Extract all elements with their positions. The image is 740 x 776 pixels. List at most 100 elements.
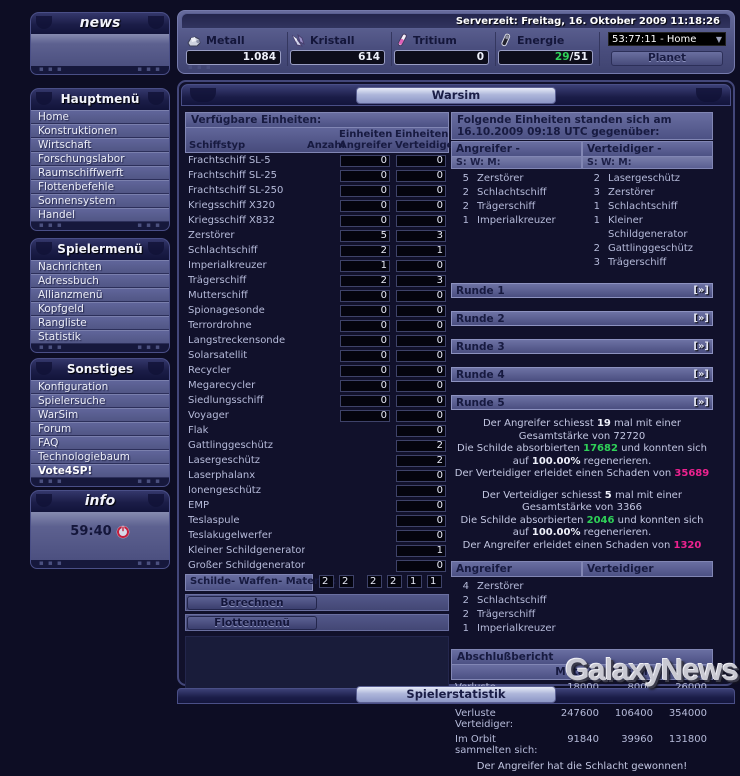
defender-count-input[interactable] xyxy=(396,379,446,392)
defender-count-input[interactable] xyxy=(396,484,446,497)
defender-count-input[interactable] xyxy=(396,439,446,452)
calculate-button[interactable]: Berechnen xyxy=(187,595,317,610)
sidebar-menu-item[interactable]: FAQ xyxy=(31,436,169,450)
round-expand-button[interactable]: [»] xyxy=(693,397,709,408)
attacker-count-input[interactable] xyxy=(340,379,390,392)
attacker-count-input[interactable] xyxy=(340,304,390,317)
defender-count-input[interactable] xyxy=(396,184,446,197)
sidebar-menu-item[interactable]: Statistik xyxy=(31,330,169,344)
round-expand-button[interactable]: [»] xyxy=(693,285,709,296)
power-icon[interactable] xyxy=(116,525,130,539)
material-level-input[interactable] xyxy=(319,575,334,588)
sidebar-menu-item[interactable]: Sonnensystem xyxy=(31,194,169,208)
material-level-input[interactable] xyxy=(407,575,422,588)
text: regenerieren. xyxy=(583,527,652,538)
menu-item-label: Technologiebaum xyxy=(38,451,130,463)
defender-count-input[interactable] xyxy=(396,214,446,227)
material-level-input[interactable] xyxy=(367,575,382,588)
defender-count-input[interactable] xyxy=(396,394,446,407)
fleet-menu-button[interactable]: Flottenmenü xyxy=(187,615,317,630)
attacker-count-input[interactable] xyxy=(340,409,390,422)
defender-count-input[interactable] xyxy=(396,544,446,557)
defender-count-input[interactable] xyxy=(396,409,446,422)
sidebar-menu-item[interactable]: Home xyxy=(31,110,169,124)
material-level-input[interactable] xyxy=(339,575,354,588)
defender-count-input[interactable] xyxy=(396,424,446,437)
defender-count-input[interactable] xyxy=(396,529,446,542)
round-bar[interactable]: Runde 5 [»] xyxy=(451,395,713,410)
defender-count-input[interactable] xyxy=(396,514,446,527)
defender-count-input[interactable] xyxy=(396,244,446,257)
attacker-count-input[interactable] xyxy=(340,229,390,242)
sidebar-menu-item[interactable]: Flottenbefehle xyxy=(31,180,169,194)
round-bar[interactable]: Runde 3 [»] xyxy=(451,339,713,354)
defender-count-input[interactable] xyxy=(396,469,446,482)
planet-button[interactable]: Planet xyxy=(611,51,723,66)
defender-count-input[interactable] xyxy=(396,154,446,167)
defender-count-input[interactable] xyxy=(396,454,446,467)
bottom-bar: Spielerstatistik xyxy=(177,686,735,704)
tab-spielerstatistik[interactable]: Spielerstatistik xyxy=(356,686,556,703)
footer-dots: ▪ ▪ ▪ xyxy=(188,63,212,71)
defender-count-input[interactable] xyxy=(396,499,446,512)
resource-label: Energie xyxy=(517,34,565,47)
sidebar-menu-item[interactable]: Wirtschaft xyxy=(31,138,169,152)
ship-name: Solarsatellit xyxy=(188,350,248,361)
final-report-title: Abschlußbericht xyxy=(451,649,713,665)
attacker-count-input[interactable] xyxy=(340,319,390,332)
sidebar-menu-item[interactable]: Handel xyxy=(31,208,169,222)
attacker-count-input[interactable] xyxy=(340,349,390,362)
sidebar-menu-item[interactable]: Konfiguration xyxy=(31,380,169,394)
sidebar-menu-item[interactable]: WarSim xyxy=(31,408,169,422)
sidebar-menu-item[interactable]: Forum xyxy=(31,422,169,436)
defender-count-input[interactable] xyxy=(396,169,446,182)
attacker-count-input[interactable] xyxy=(340,364,390,377)
defender-count-input[interactable] xyxy=(396,274,446,287)
sidebar-menu-item[interactable]: Vote4SP! xyxy=(31,464,169,478)
round-expand-button[interactable]: [»] xyxy=(693,369,709,380)
sidebar-menu-item[interactable]: Allianzmenü xyxy=(31,288,169,302)
attacker-count-input[interactable] xyxy=(340,289,390,302)
defender-count-input[interactable] xyxy=(396,304,446,317)
attacker-count-input[interactable] xyxy=(340,394,390,407)
sidebar-menu-item[interactable]: Technologiebaum xyxy=(31,450,169,464)
defender-count-input[interactable] xyxy=(396,319,446,332)
round-bar[interactable]: Runde 1 [»] xyxy=(451,283,713,298)
sidebar-menu-item[interactable]: Adressbuch xyxy=(31,274,169,288)
material-level-input[interactable] xyxy=(427,575,442,588)
sidebar-menu-item[interactable]: Spielersuche xyxy=(31,394,169,408)
round-expand-button[interactable]: [»] xyxy=(693,313,709,324)
material-level-input[interactable] xyxy=(387,575,402,588)
tab-warsim[interactable]: Warsim xyxy=(356,87,556,104)
defender-count-input[interactable] xyxy=(396,364,446,377)
attacker-count-input[interactable] xyxy=(340,199,390,212)
round-expand-button[interactable]: [»] xyxy=(693,341,709,352)
table-row: Im Orbit sammelten sich: 91840 39960 131… xyxy=(451,732,713,758)
defender-count-input[interactable] xyxy=(396,559,446,572)
menu-footer: ▪ ▪ ▪ ▪ ▪ ▪ xyxy=(30,478,170,487)
attacker-count-input[interactable] xyxy=(340,154,390,167)
attacker-count-input[interactable] xyxy=(340,244,390,257)
defender-count-input[interactable] xyxy=(396,199,446,212)
list-item: 2 Schlachtschiff xyxy=(451,594,582,608)
attacker-count-input[interactable] xyxy=(340,169,390,182)
sidebar-menu-item[interactable]: Kopfgeld xyxy=(31,302,169,316)
defender-count-input[interactable] xyxy=(396,349,446,362)
attacker-count-input[interactable] xyxy=(340,214,390,227)
attacker-count-input[interactable] xyxy=(340,274,390,287)
defender-count-input[interactable] xyxy=(396,334,446,347)
defender-count-input[interactable] xyxy=(396,229,446,242)
round-bar[interactable]: Runde 2 [»] xyxy=(451,311,713,326)
sidebar-menu-item[interactable]: Konstruktionen xyxy=(31,124,169,138)
planet-selector[interactable]: 53:77:11 - Home ▼ xyxy=(608,32,726,46)
sidebar-menu-item[interactable]: Raumschiffwerft xyxy=(31,166,169,180)
defender-count-input[interactable] xyxy=(396,289,446,302)
attacker-count-input[interactable] xyxy=(340,184,390,197)
defender-count-input[interactable] xyxy=(396,259,446,272)
attacker-count-input[interactable] xyxy=(340,334,390,347)
sidebar-menu-item[interactable]: Forschungslabor xyxy=(31,152,169,166)
sidebar-menu-item[interactable]: Nachrichten xyxy=(31,260,169,274)
attacker-count-input[interactable] xyxy=(340,259,390,272)
sidebar-menu-item[interactable]: Rangliste xyxy=(31,316,169,330)
round-bar[interactable]: Runde 4 [»] xyxy=(451,367,713,382)
